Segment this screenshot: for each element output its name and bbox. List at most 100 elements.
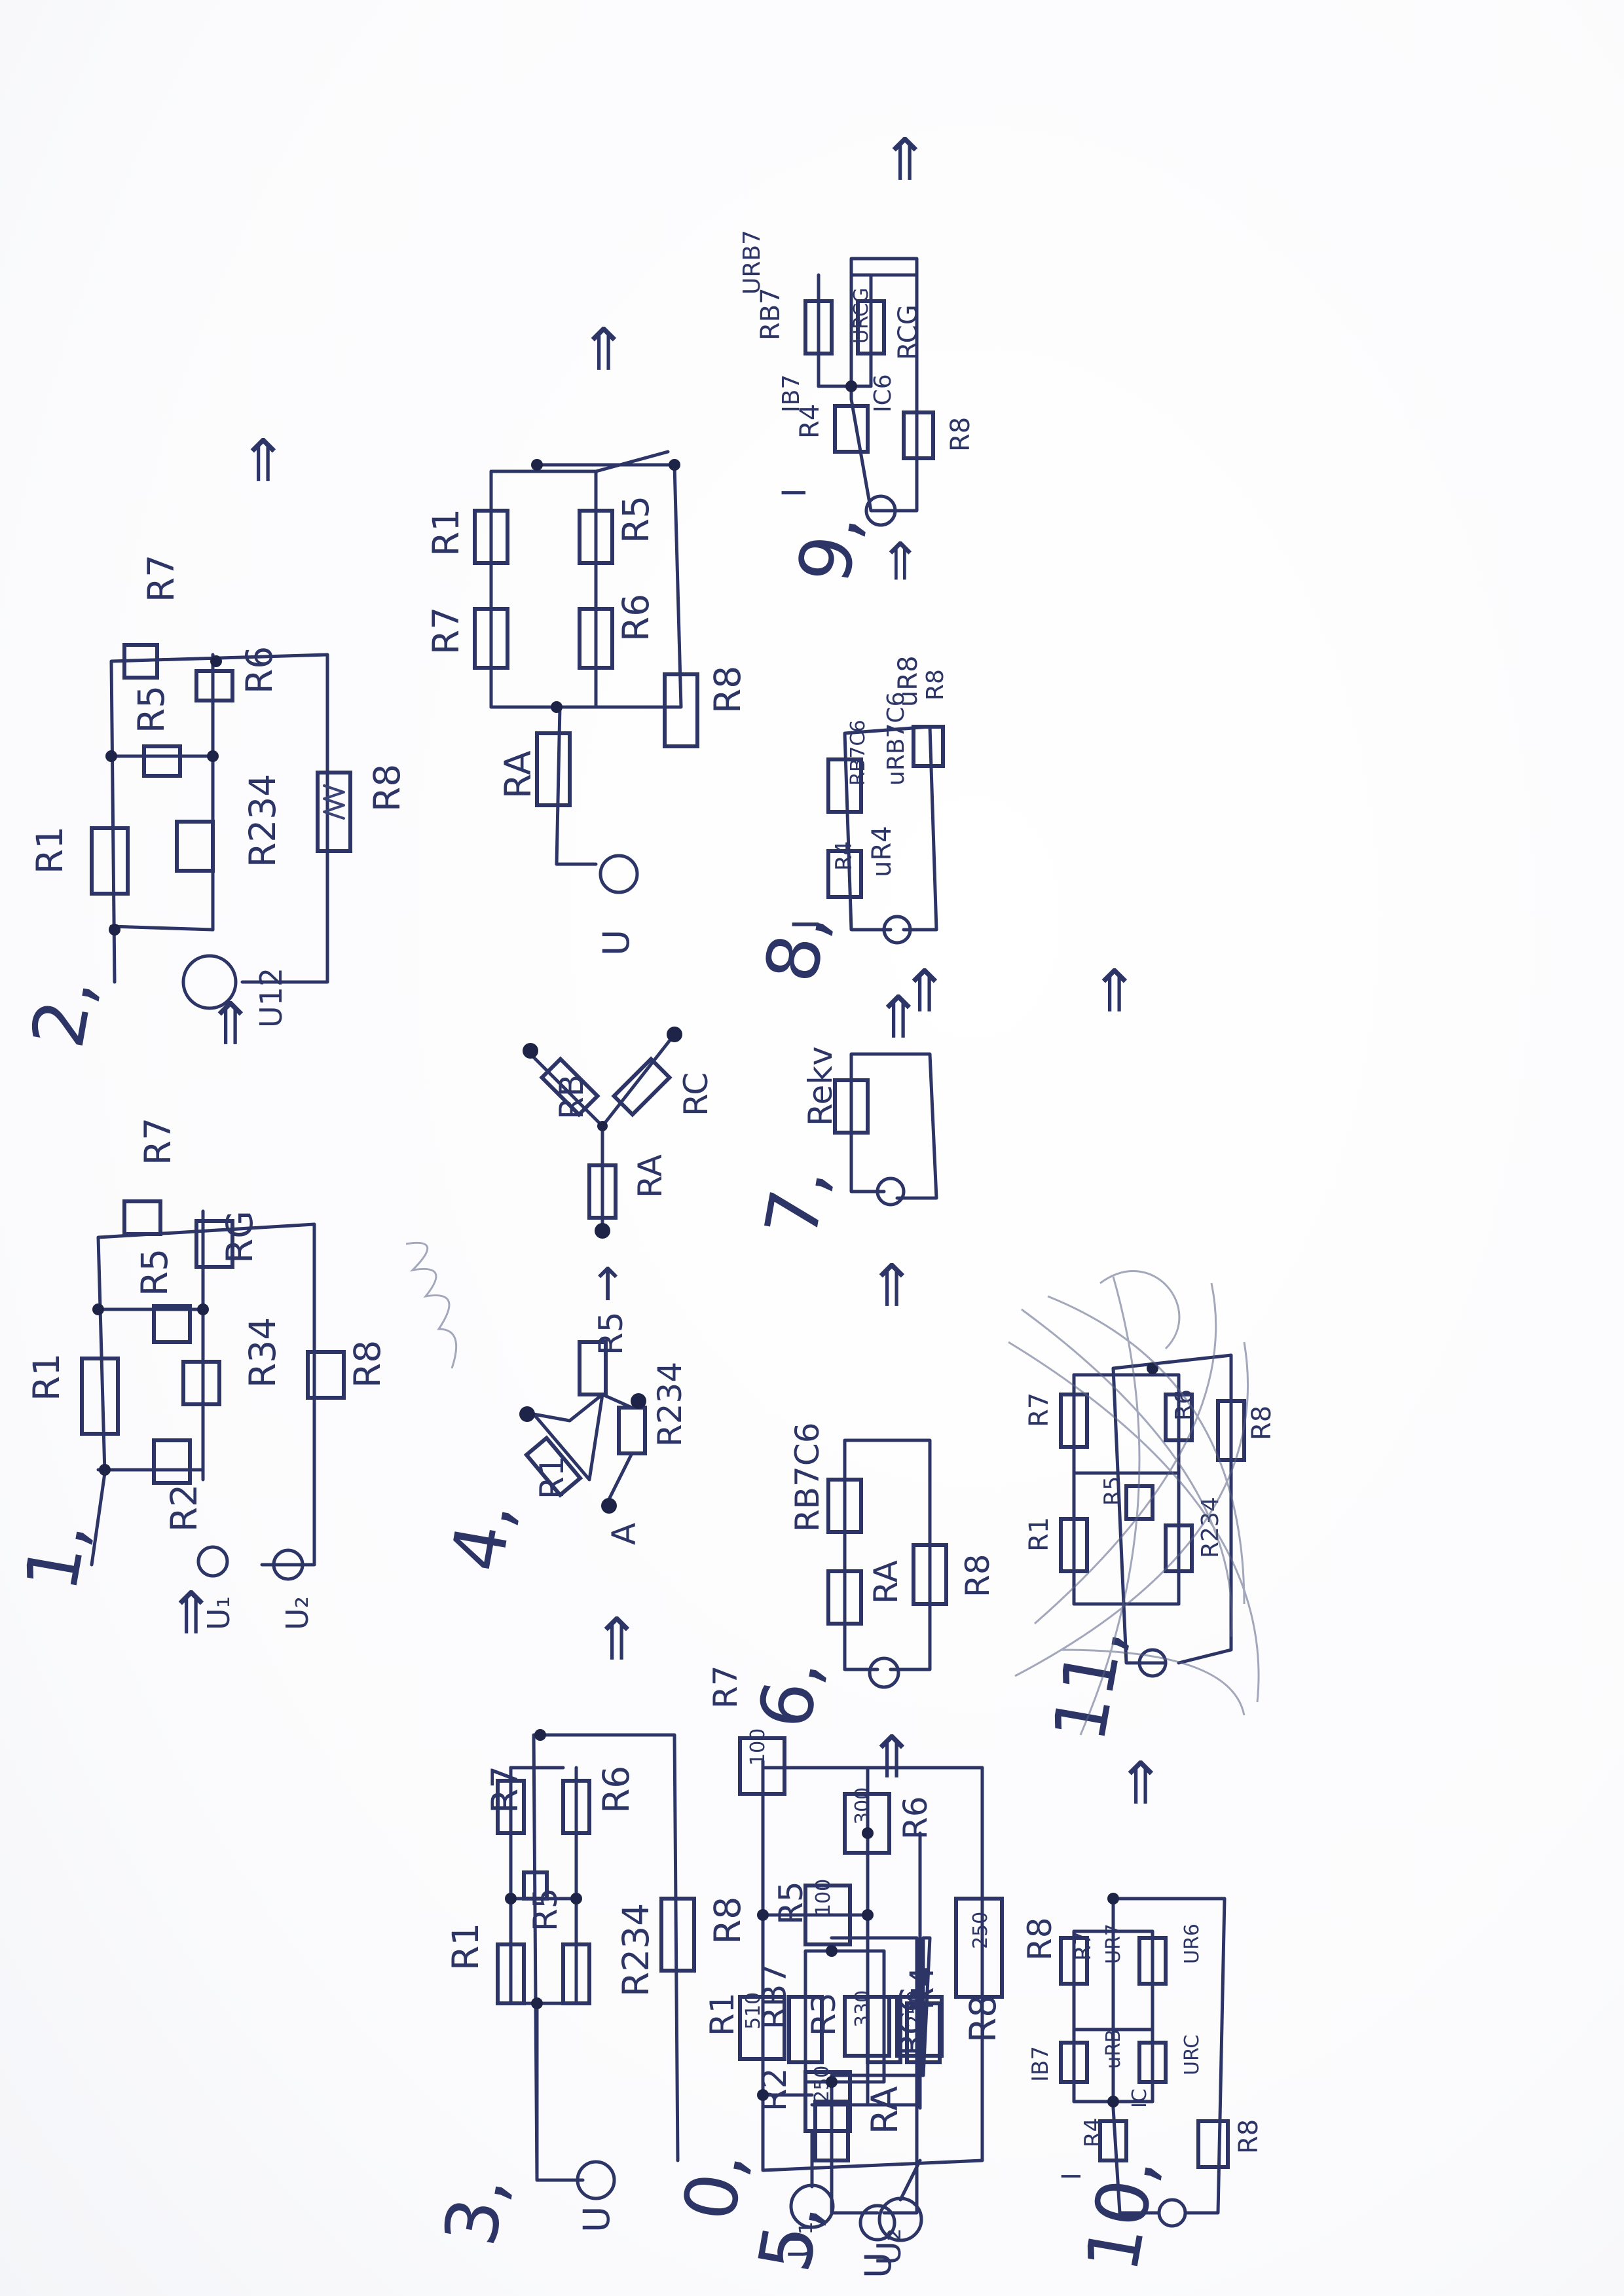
node-dot [1107, 2096, 1119, 2107]
node-dot [99, 1464, 111, 1476]
resistor-symbol [912, 1543, 948, 1606]
handwritten-label: 510 [742, 1992, 765, 2030]
handwritten-label: R8 [707, 666, 748, 714]
handwritten-label: 5, [743, 2196, 837, 2278]
resistor-symbol [826, 1569, 863, 1626]
handwritten-label: R8 [366, 764, 408, 812]
handwritten-label: R7 [137, 1118, 179, 1165]
resistor-symbol [561, 1779, 591, 1835]
node-dot [197, 1303, 209, 1315]
resistor-symbol [587, 1163, 618, 1220]
handwritten-label: U [857, 2252, 899, 2278]
handwritten-label: R5 [130, 685, 172, 733]
wire [1111, 1353, 1233, 1665]
resistor-symbol [663, 672, 699, 748]
handwritten-label: R8 [346, 1340, 388, 1388]
voltage-source-symbol [882, 915, 912, 945]
node-dot [207, 750, 219, 762]
resistor-symbol [1059, 1393, 1089, 1449]
resistor-symbol [496, 1779, 526, 1835]
resistor-symbol [826, 757, 863, 814]
node-dot [757, 2089, 769, 2101]
handwritten-label: uR4 [867, 826, 897, 877]
handwritten-label: R1 [445, 1923, 487, 1971]
resistor-symbol [617, 1406, 647, 1455]
step-3-circuit: 3, R1 R5 R6 R7 R234 R8 U ⇒ [428, 1614, 748, 2252]
handwritten-label: Rekv [802, 1046, 840, 1126]
handwritten-label: R7 [425, 607, 467, 655]
handwritten-label: R234 [651, 1362, 689, 1447]
resistor-symbol [535, 731, 572, 807]
node-dot [826, 2076, 838, 2088]
node-dot [531, 1997, 543, 2009]
resistor-symbol [826, 849, 863, 899]
handwritten-label: R234 [242, 774, 284, 867]
handwritten-label: IB7 [778, 374, 805, 412]
handwritten-label: URCG [850, 287, 873, 344]
wire [1111, 1897, 1227, 2215]
handwritten-label: R4 [1080, 2118, 1106, 2147]
handwritten-label: R1 [703, 1992, 741, 2036]
handwritten-label: R6 [1171, 1389, 1198, 1421]
node-dot [551, 701, 563, 713]
handwritten-label: 250 [969, 1912, 992, 1949]
handwritten-label: 100 [747, 1728, 769, 1766]
handwritten-label: 4, [435, 1495, 529, 1578]
node-dot [109, 924, 120, 936]
handwritten-label: R7 [140, 555, 182, 602]
handwritten-label: RB7 [756, 1963, 794, 2030]
node-dot [597, 1121, 608, 1131]
node-dot [523, 1043, 538, 1059]
handwritten-label: R4 [831, 841, 857, 871]
wire [109, 924, 215, 932]
step-4-circuit: 4, R1 R5 R234 A → RB RC RA [405, 1027, 715, 1578]
resistor-symbol [866, 1995, 902, 2064]
step-6-circuit: 6, RA RB7C6 R8 ⇒ [743, 1260, 997, 1735]
node-dot [757, 1909, 769, 1921]
wire [849, 257, 919, 513]
handwritten-label: 2, [16, 972, 110, 1054]
resistor-symbol [523, 1435, 583, 1498]
handwritten-label: R8 [962, 1995, 1004, 2043]
voltage-source-symbol [599, 854, 639, 894]
wire [830, 1936, 919, 2215]
crossed-out-scribble [405, 1241, 458, 1369]
handwritten-label: ⇒ [856, 1260, 925, 1309]
resistor-symbol [912, 725, 945, 768]
resistor-symbol [1137, 1936, 1168, 1986]
node-dot [519, 1406, 535, 1422]
wire [843, 1438, 932, 1671]
handwritten-label: R7 [484, 1766, 526, 1813]
handwritten-label: UR7 [1102, 1923, 1125, 1964]
resistor-symbol [561, 1942, 591, 2005]
handwritten-label: R7 [1024, 1393, 1054, 1427]
handwritten-label: RA [497, 750, 539, 799]
handwritten-label: ⇒ [1105, 1758, 1173, 1807]
resistor-symbol [142, 744, 182, 778]
resistor-symbol [1196, 2119, 1230, 2169]
node-dot [1107, 1893, 1119, 1904]
node-dot [601, 1498, 617, 1514]
resistor-symbol [833, 1078, 870, 1135]
node-dot [531, 459, 543, 471]
resistor-symbol [175, 820, 215, 873]
resistor-symbol [152, 1438, 192, 1485]
handwritten-label: R7 [707, 1665, 745, 1709]
resistor-symbol [578, 607, 614, 670]
handwritten-label: R8 [707, 1897, 748, 1944]
handwritten-label: RB7 [756, 287, 786, 340]
handwritten-label: U [576, 2206, 618, 2232]
wire [849, 273, 919, 513]
handwritten-label: uRB7C6 [883, 692, 910, 786]
node-dot [595, 1223, 610, 1239]
resistor-symbol [813, 2100, 850, 2162]
resistor-symbol [578, 1340, 608, 1396]
node-dot [631, 1393, 646, 1409]
handwritten-label: R8 [1234, 2119, 1264, 2154]
node-dot [105, 750, 117, 762]
handwritten-label: R5 [134, 1248, 175, 1296]
wire [323, 784, 345, 820]
wire [1099, 1270, 1181, 1350]
handwritten-label: ⇒ [1079, 966, 1147, 1015]
handwritten-label: ⇒ [869, 134, 938, 183]
